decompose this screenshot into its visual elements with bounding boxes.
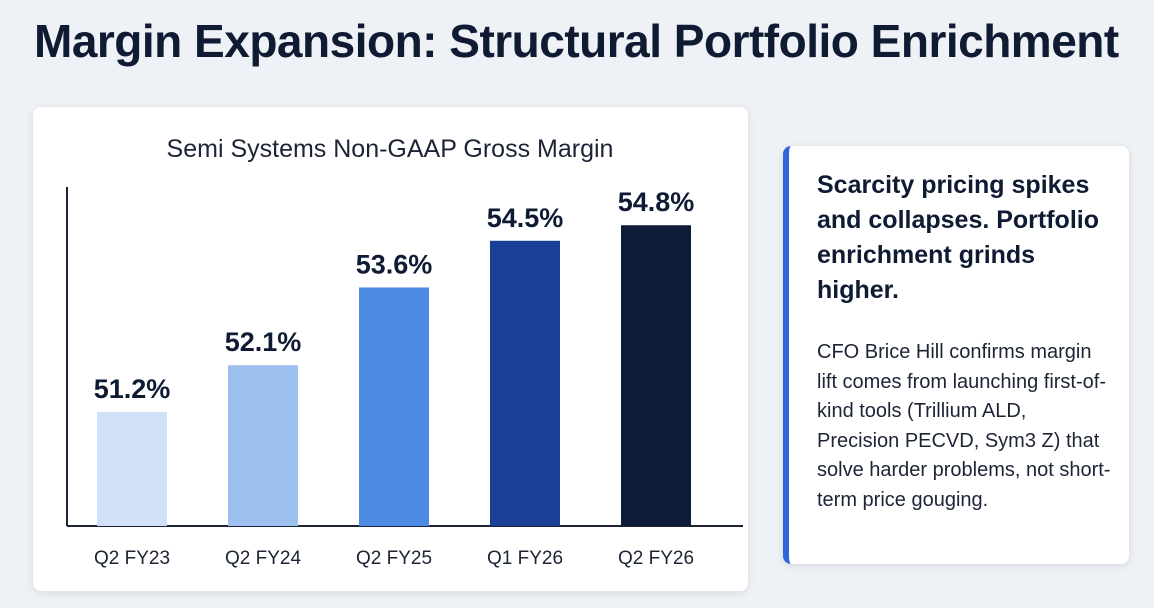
data-label-4: 54.8% xyxy=(618,187,695,217)
x-tick-label-0: Q2 FY23 xyxy=(94,548,170,569)
x-tick-label-4: Q2 FY26 xyxy=(618,548,694,569)
data-label-1: 52.1% xyxy=(225,327,302,357)
data-label-2: 53.6% xyxy=(356,249,433,279)
page-title: Margin Expansion: Structural Portfolio E… xyxy=(34,15,1119,67)
x-tick-label-3: Q1 FY26 xyxy=(487,548,563,569)
gross-margin-bar-chart: Semi Systems Non-GAAP Gross Margin 51.2%… xyxy=(66,135,743,569)
bar-0 xyxy=(97,411,167,526)
insight-card: Scarcity pricing spikes and collapses. P… xyxy=(783,146,1129,564)
insight-heading: Scarcity pricing spikes and collapses. P… xyxy=(817,171,1099,304)
insight-body: CFO Brice Hill confirms margin lift come… xyxy=(817,341,1111,511)
data-label-0: 51.2% xyxy=(94,374,171,404)
chart-title: Semi Systems Non-GAAP Gross Margin xyxy=(167,135,614,163)
x-tick-label-2: Q2 FY25 xyxy=(356,548,432,569)
bar-4 xyxy=(621,225,691,526)
x-tick-label-1: Q2 FY24 xyxy=(225,548,301,569)
bar-1 xyxy=(228,365,298,526)
chart-card: Semi Systems Non-GAAP Gross Margin 51.2%… xyxy=(33,107,748,591)
bars-group: 51.2% Q2 FY23 52.1% Q2 FY24 53.6% Q2 FY25 54.5… xyxy=(94,187,695,569)
data-label-3: 54.5% xyxy=(487,203,564,233)
bar-2 xyxy=(359,287,429,526)
bar-3 xyxy=(490,240,560,527)
